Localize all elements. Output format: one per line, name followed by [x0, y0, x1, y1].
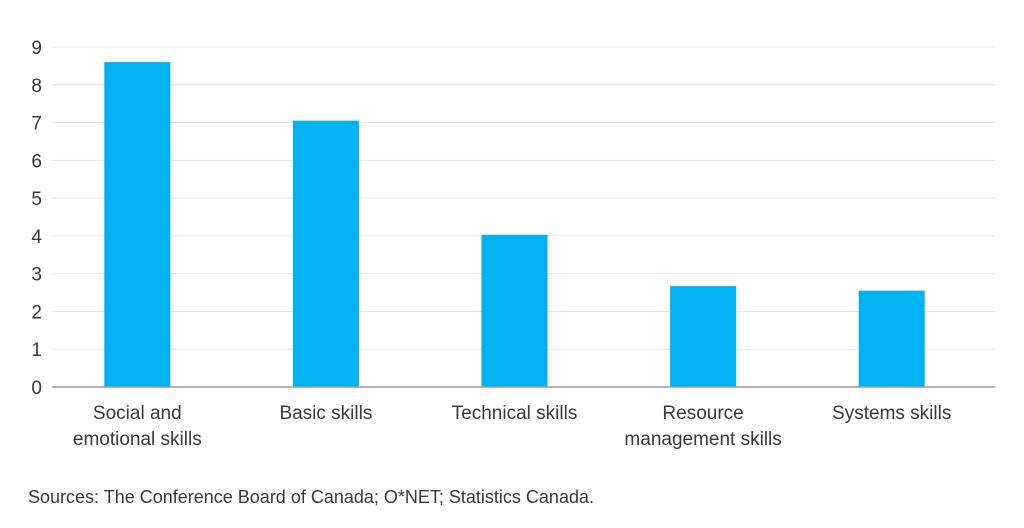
category-label-3: Technical skills	[452, 403, 578, 424]
source-note: Sources: The Conference Board of Canada;…	[28, 487, 594, 507]
y-tick-label-1: 1	[31, 340, 42, 361]
category-label-4: Resource management skills	[624, 403, 781, 450]
y-tick-label-9: 9	[31, 38, 42, 59]
gridlines	[52, 46, 995, 350]
y-tick-label-4: 4	[31, 227, 42, 248]
y-tick-label-3: 3	[31, 265, 42, 286]
x-axis-categories: Social and emotional skills Basic skills Te…	[73, 403, 951, 450]
category-label-5: Systems skills	[832, 403, 951, 424]
bar-5	[858, 290, 925, 387]
bar-chart: 0 1 2 3 4 5 6 7 8 9 Social and emotional skills Bas…	[31, 38, 995, 450]
bar-2	[292, 120, 359, 388]
bar-1	[104, 62, 171, 387]
bars	[104, 62, 925, 388]
bar-3	[481, 234, 548, 387]
category-label-1: Social and emotional skills	[73, 403, 202, 450]
y-tick-label-0: 0	[31, 378, 42, 399]
y-tick-label-8: 8	[31, 76, 42, 97]
y-tick-label-2: 2	[31, 302, 42, 323]
y-tick-label-7: 7	[31, 114, 42, 135]
category-label-2: Basic skills	[279, 403, 372, 424]
y-tick-label-5: 5	[31, 189, 42, 210]
y-tick-label-6: 6	[31, 151, 42, 172]
bar-4	[670, 286, 737, 387]
y-axis-ticks: 0 1 2 3 4 5 6 7 8 9	[31, 38, 42, 399]
